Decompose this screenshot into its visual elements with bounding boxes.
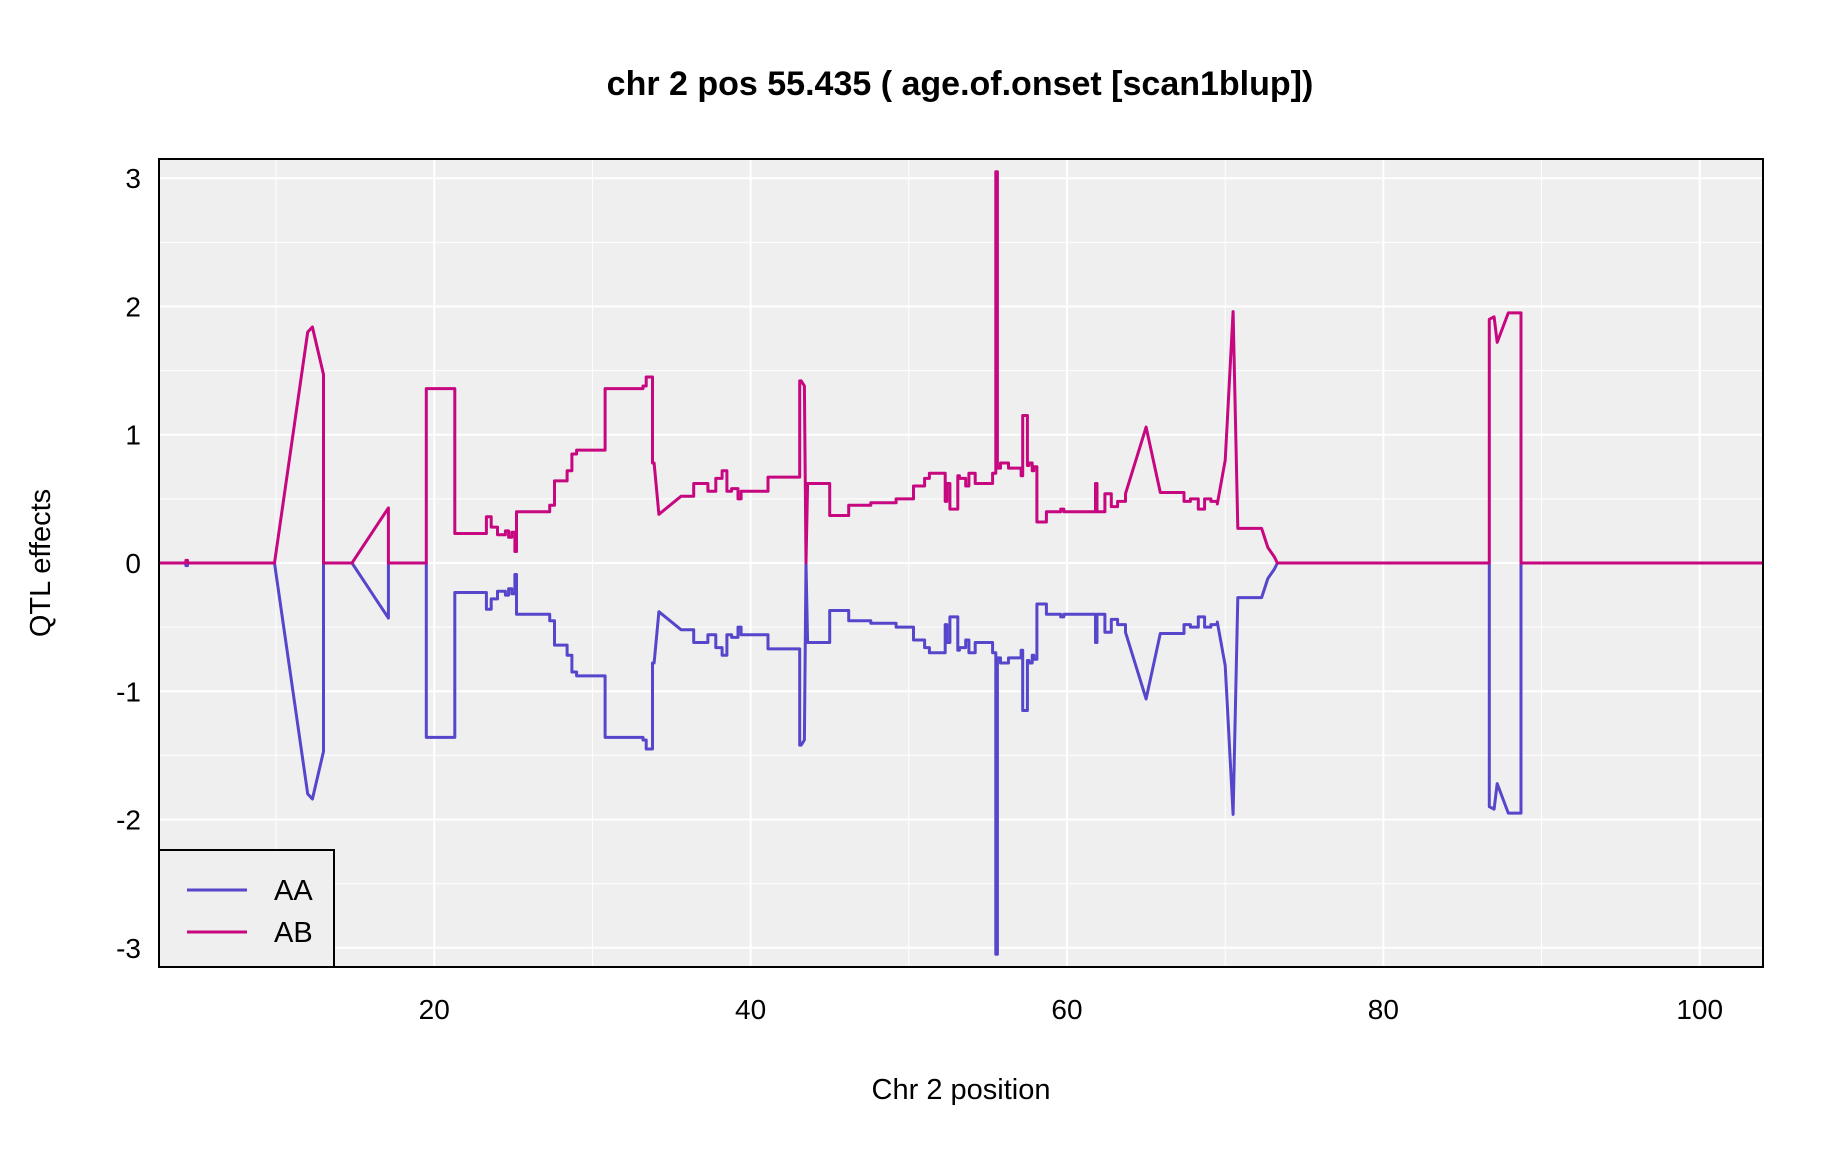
series-line-ab	[159, 170, 1763, 565]
legend: AA AB	[158, 849, 335, 968]
chart-title: chr 2 pos 55.435 ( age.of.onset [scan1bl…	[607, 65, 1314, 103]
plot-frame	[158, 158, 1764, 968]
x-tick-label: 20	[419, 994, 450, 1025]
x-tick-label: 40	[735, 994, 766, 1025]
y-tick-label: -3	[116, 933, 141, 964]
legend-label-ab: AB	[274, 917, 313, 949]
y-tick-label: 0	[125, 548, 141, 579]
y-tick-label: -2	[116, 805, 141, 836]
legend-box	[158, 849, 335, 968]
y-tick-label: 1	[125, 420, 141, 451]
x-tick-label: 100	[1676, 994, 1723, 1025]
y-axis-label: QTL effects	[25, 489, 57, 637]
y-axis: -3 -2 -1 0 1 2 3	[116, 163, 141, 964]
x-axis: 20 40 60 80 100	[419, 994, 1723, 1025]
x-tick-label: 60	[1051, 994, 1082, 1025]
y-tick-label: 3	[125, 163, 141, 194]
x-axis-label: Chr 2 position	[872, 1074, 1051, 1106]
y-tick-label: -1	[116, 676, 141, 707]
legend-label-aa: AA	[274, 875, 313, 907]
x-tick-label: 80	[1368, 994, 1399, 1025]
series-lines	[159, 170, 1763, 956]
y-tick-label: 2	[125, 291, 141, 322]
series-line-aa	[159, 561, 1763, 956]
